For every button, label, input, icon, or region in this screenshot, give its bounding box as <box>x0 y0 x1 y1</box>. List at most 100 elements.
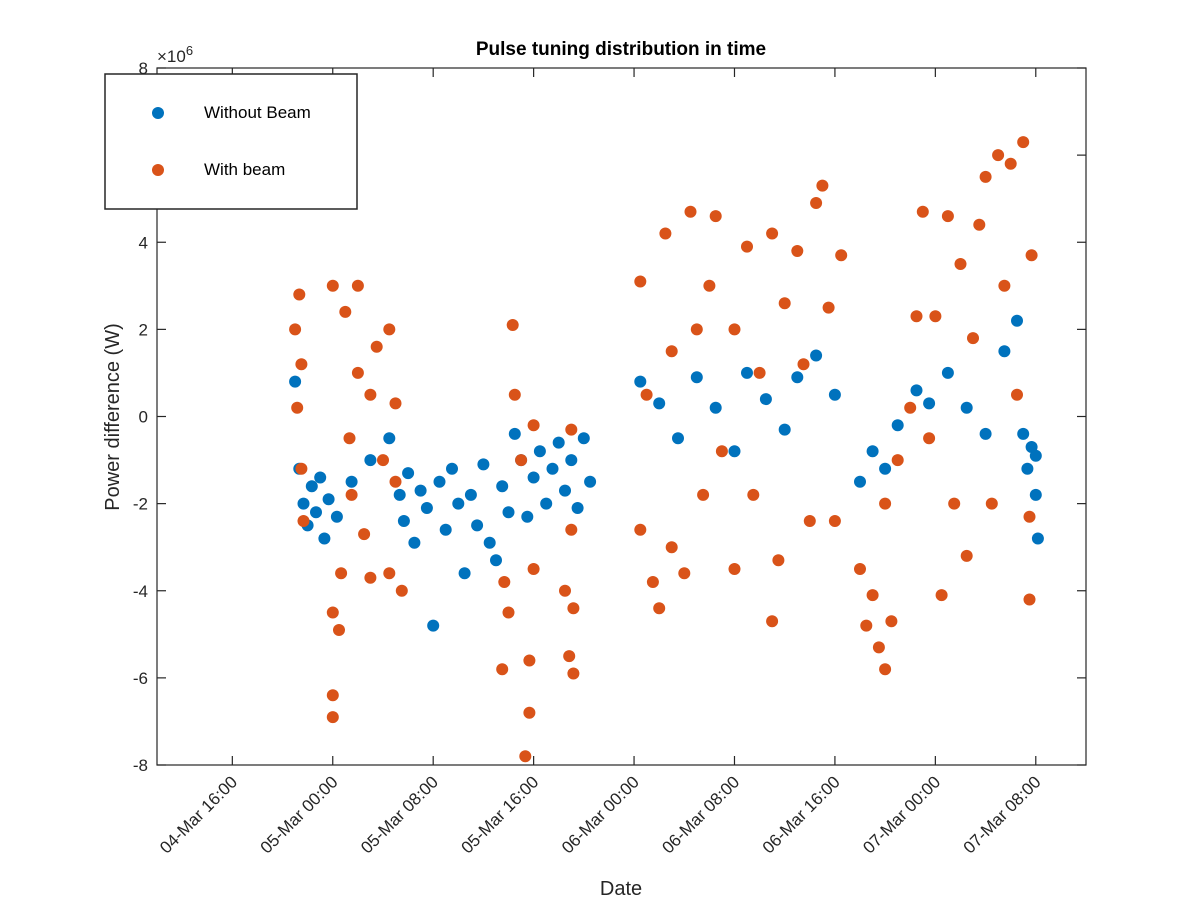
legend-box <box>104 73 358 210</box>
data-point <box>910 310 923 323</box>
data-point <box>527 563 540 575</box>
data-point <box>728 323 741 336</box>
data-point <box>502 606 515 619</box>
series-with-beam <box>289 136 1038 763</box>
data-point <box>496 663 509 676</box>
data-point <box>523 706 536 719</box>
data-point <box>810 197 823 209</box>
data-point <box>393 488 406 501</box>
data-point <box>402 467 415 480</box>
data-point <box>941 366 954 379</box>
data-point <box>866 445 879 458</box>
data-point <box>289 323 302 336</box>
chart-title: Pulse tuning distribution in time <box>476 39 766 60</box>
data-point <box>998 279 1011 292</box>
legend-marker-with-beam <box>152 164 164 176</box>
data-point <box>935 589 948 602</box>
data-point <box>322 493 335 506</box>
data-point <box>343 432 356 445</box>
data-point <box>326 711 339 724</box>
data-point <box>923 432 936 445</box>
data-point <box>333 624 345 636</box>
data-point <box>1004 157 1017 170</box>
data-point <box>305 480 318 493</box>
data-point <box>427 619 440 632</box>
data-point <box>998 345 1011 358</box>
data-point <box>979 170 992 183</box>
data-point <box>567 667 580 680</box>
data-point <box>1021 462 1034 475</box>
data-point <box>293 288 306 301</box>
data-point <box>747 488 760 501</box>
data-point <box>803 515 816 527</box>
data-point <box>527 471 540 484</box>
data-point <box>728 445 741 458</box>
data-point <box>519 750 532 763</box>
data-point <box>828 515 841 527</box>
data-point <box>571 502 584 514</box>
data-point <box>979 427 992 440</box>
data-point <box>879 663 892 676</box>
data-point <box>797 358 810 371</box>
data-point <box>477 458 490 471</box>
data-point <box>326 279 339 292</box>
y-tick-label: 2 <box>139 320 148 339</box>
data-point <box>498 576 511 588</box>
legend-marker-without-beam <box>152 107 164 119</box>
data-point <box>364 454 377 467</box>
data-point <box>351 366 364 379</box>
legend-label-with-beam: With beam <box>204 160 285 179</box>
data-point <box>929 310 942 323</box>
data-point <box>584 475 597 488</box>
data-point <box>345 475 358 488</box>
data-point <box>678 567 691 580</box>
data-point <box>860 619 873 632</box>
data-point <box>960 401 973 414</box>
data-point <box>665 541 678 554</box>
data-point <box>508 388 521 401</box>
data-point <box>828 388 841 401</box>
y-tick-label: -4 <box>133 582 148 601</box>
data-point <box>697 488 710 501</box>
data-point <box>351 279 364 292</box>
data-point <box>753 366 766 379</box>
data-point <box>709 210 722 223</box>
data-point <box>1011 314 1023 327</box>
data-point <box>335 567 348 580</box>
legend: Without Beam With beam <box>104 73 358 210</box>
data-point <box>389 475 402 488</box>
data-point <box>634 375 647 388</box>
data-point <box>634 523 647 536</box>
data-point <box>948 497 961 510</box>
data-point <box>515 454 528 467</box>
y-tick-label: -6 <box>133 669 148 688</box>
data-point <box>960 549 973 562</box>
data-point <box>358 528 371 541</box>
data-point <box>414 484 427 497</box>
data-point <box>452 497 465 510</box>
axis-ticks <box>157 67 1086 766</box>
data-point <box>891 419 904 432</box>
y-exponent-base: ×10 <box>157 47 186 66</box>
data-point <box>291 401 304 414</box>
data-point <box>297 497 310 510</box>
data-point <box>289 375 302 388</box>
series-without-beam <box>289 314 1044 632</box>
data-point <box>408 536 421 549</box>
data-point <box>854 475 866 488</box>
data-point <box>816 179 829 192</box>
data-point <box>1029 449 1042 462</box>
data-point <box>703 279 716 292</box>
data-point <box>552 436 565 449</box>
data-point <box>565 423 578 436</box>
data-point <box>640 388 653 401</box>
data-point <box>1025 249 1038 262</box>
data-point <box>690 371 703 384</box>
data-point <box>483 536 496 549</box>
y-tick-label: -8 <box>133 756 148 775</box>
data-point <box>563 650 576 663</box>
data-point <box>791 371 804 384</box>
data-point <box>310 506 322 519</box>
data-point <box>395 584 408 597</box>
data-point <box>778 423 791 436</box>
